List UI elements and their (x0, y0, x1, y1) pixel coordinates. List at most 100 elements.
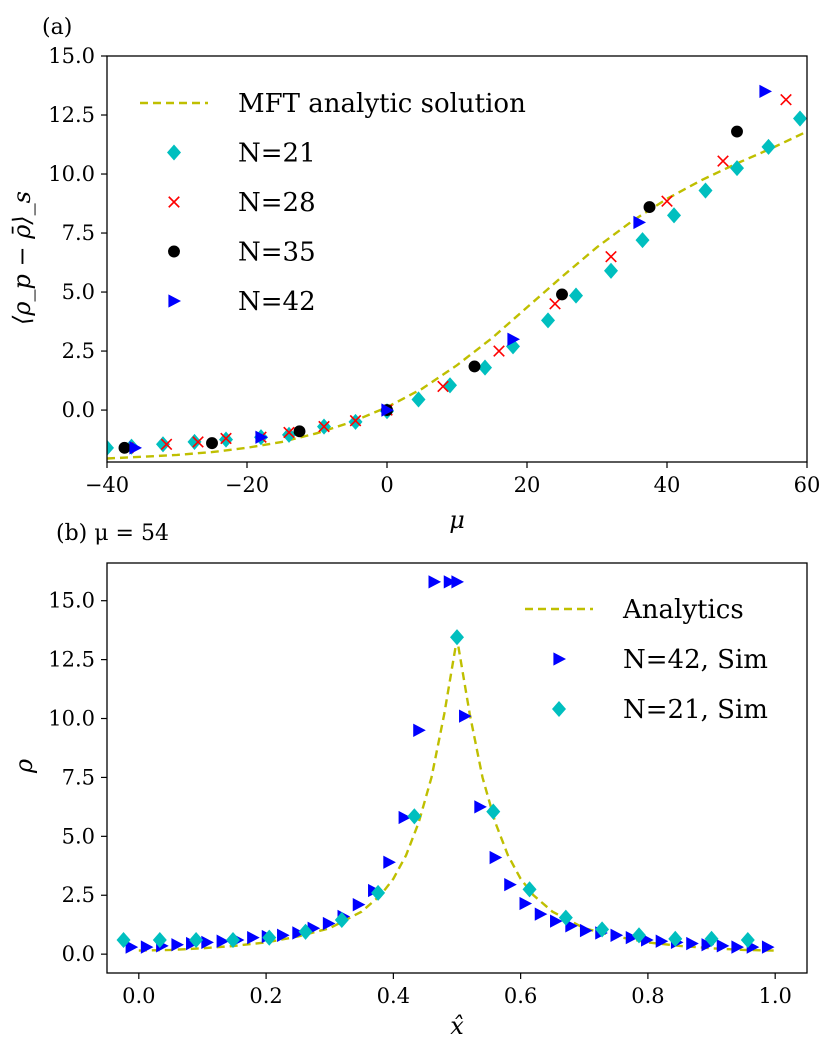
panel-a-xtick-label: 60 (794, 473, 821, 497)
panel-b-point-n-42-sim (140, 940, 154, 954)
panel-a-point-n-35 (468, 360, 481, 373)
panel-b-point-n-42-sim (701, 938, 715, 952)
panel-b-point-n-42-sim (125, 940, 139, 954)
panel-a-point-n-28 (549, 298, 561, 310)
panel-a-legend-n-28-swatch (168, 196, 180, 208)
panel-a-point-n-21 (761, 138, 776, 155)
panel-b-frame (106, 562, 808, 974)
panel-a-point-n-21 (219, 431, 233, 448)
panel-a-point-n-35 (556, 288, 568, 301)
panel-a-series-mft-analytic-solution-line (107, 130, 807, 460)
panel-b-point-n-42-sim (489, 850, 503, 865)
panel-b-legend-n-42-sim-label: N=42, Sim (623, 645, 768, 675)
panel-b-legend: Analytics N=42, Sim N=21, Sim (525, 595, 768, 725)
panel-b-legend-analytics-label: Analytics (622, 595, 744, 625)
panel-a-point-n-35 (293, 425, 306, 438)
panel-b-ytick-label: 5.0 (62, 824, 95, 848)
panel-b-label: (b) μ = 54 (56, 521, 169, 546)
panel-b-ylabel: ρ (10, 759, 38, 774)
panel-b-point-n-42-sim (655, 934, 669, 948)
panel-a-point-n-35 (643, 201, 656, 214)
panel-a-legend-mft-analytic-solution-label: MFT analytic solution (238, 89, 526, 119)
panel-b-point-n-42-sim (428, 575, 442, 589)
panel-b-point-n-42-sim (459, 709, 472, 723)
panel-b-xtick-label: 1.0 (758, 984, 791, 1008)
panel-b-point-n-42-sim (761, 940, 775, 954)
panel-a-point-n-21 (348, 413, 363, 430)
panel-b-point-n-21-sim (371, 884, 386, 901)
panel-b-point-n-42-sim (579, 923, 593, 938)
panel-b-xtick-label: 0.2 (249, 984, 282, 1008)
panel-b-point-n-42-sim (625, 931, 639, 945)
panel-a-point-n-21 (541, 312, 555, 329)
panel-a-point-n-42 (507, 332, 520, 346)
panel-b-point-n-21-sim (486, 803, 501, 820)
panel-a-plot-area (107, 84, 807, 460)
panel-a-point-n-21 (730, 160, 744, 177)
panel-b-plot-area (116, 575, 776, 954)
panel-a-point-n-28 (160, 438, 173, 451)
panel-b-point-n-42-sim (504, 877, 517, 892)
panel-a-point-n-21 (107, 439, 114, 456)
panel-b-point-n-21-sim (407, 808, 422, 825)
panel-b-series-analytics-line (138, 638, 776, 952)
panel-b-ytick-label: 0.0 (62, 942, 95, 966)
panel-a-point-n-28 (192, 436, 204, 448)
panel-a-point-n-28 (493, 345, 505, 357)
panel-b-point-n-21-sim (632, 927, 646, 944)
panel-a-point-n-28 (437, 380, 449, 393)
panel-a-ytick-label: 7.5 (62, 221, 95, 245)
panel-b-point-n-42-sim (398, 810, 412, 825)
panel-a-point-n-21 (187, 433, 202, 450)
panel-b-legend-n-21-sim-swatch (552, 700, 566, 718)
panel-a-ytick-label: 2.5 (62, 339, 95, 363)
panel-a: (a) −40 −20 0 20 40 60 0.0 2.5 5.0 7.5 10.0 12.5 15.… (8, 15, 820, 534)
panel-b-point-n-42-sim (171, 938, 184, 952)
panel-b-point-n-42-sim (413, 723, 426, 737)
panel-a-ytick-label: 5.0 (62, 280, 95, 304)
panel-b-point-n-21-sim (704, 930, 719, 947)
panel-b-ytick-label: 2.5 (62, 883, 95, 907)
panel-a-legend-n-42-label: N=42 (238, 287, 316, 317)
panel-b-point-n-42-sim (474, 800, 487, 814)
panel-b-xtick-label: 0.8 (631, 984, 664, 1008)
panel-a-point-n-21 (698, 182, 713, 199)
panel-a-legend-n-21-label: N=21 (238, 139, 316, 169)
panel-b-point-n-21-sim (558, 909, 573, 926)
panel-a-legend: MFT analytic solution N=21 N=28 N=35 N=42 (140, 89, 526, 317)
panel-a-point-n-21 (478, 359, 492, 376)
panel-a-point-n-42 (759, 84, 772, 99)
panel-a-xtick-label: 20 (514, 473, 541, 497)
panel-b-point-n-42-sim (352, 898, 366, 912)
panel-a-point-n-21 (793, 110, 807, 127)
panel-a-point-n-42 (381, 403, 394, 417)
panel-a-point-n-21 (604, 262, 618, 279)
panel-b-point-n-42-sim (247, 931, 260, 945)
panel-a-legend-n-21-swatch (167, 144, 181, 161)
panel-b-point-n-42-sim (277, 928, 290, 942)
panel-b-point-n-42-sim (443, 575, 457, 589)
panel-b-point-n-21-sim (152, 931, 167, 949)
panel-b-point-n-21-sim (334, 911, 349, 929)
panel-b-point-n-42-sim (292, 926, 305, 940)
panel-a-legend-n-35-swatch (168, 245, 180, 258)
panel-b-xtick-label: 0.0 (122, 984, 155, 1008)
panel-b-ticks: 0.0 0.2 0.4 0.6 0.8 1.0 0.0 2.5 5.0 7.5 10.0 12.5 15… (48, 589, 792, 1008)
panel-b-point-n-21-sim (450, 629, 464, 646)
panel-a-point-n-42 (129, 441, 142, 455)
panel-a-ytick-label: 10.0 (48, 162, 95, 186)
panel-a-ytick-label: 15.0 (48, 44, 95, 68)
panel-a-point-n-42 (255, 430, 268, 444)
panel-b-point-n-21-sim (116, 931, 131, 949)
panel-a-xtick-label: −40 (85, 473, 129, 497)
panel-b-xtick-label: 0.4 (377, 984, 410, 1008)
panel-a-ytick-label: 12.5 (48, 103, 95, 127)
panel-a-point-n-28 (283, 426, 295, 439)
panel-a-xtick-label: −20 (225, 473, 269, 497)
panel-b-point-n-42-sim (519, 896, 533, 911)
panel-b-point-n-21-sim (668, 930, 683, 947)
panel-b-point-n-21-sim (262, 929, 277, 946)
panel-b-point-n-21-sim (226, 931, 240, 949)
panel-a-point-n-21 (635, 232, 650, 249)
